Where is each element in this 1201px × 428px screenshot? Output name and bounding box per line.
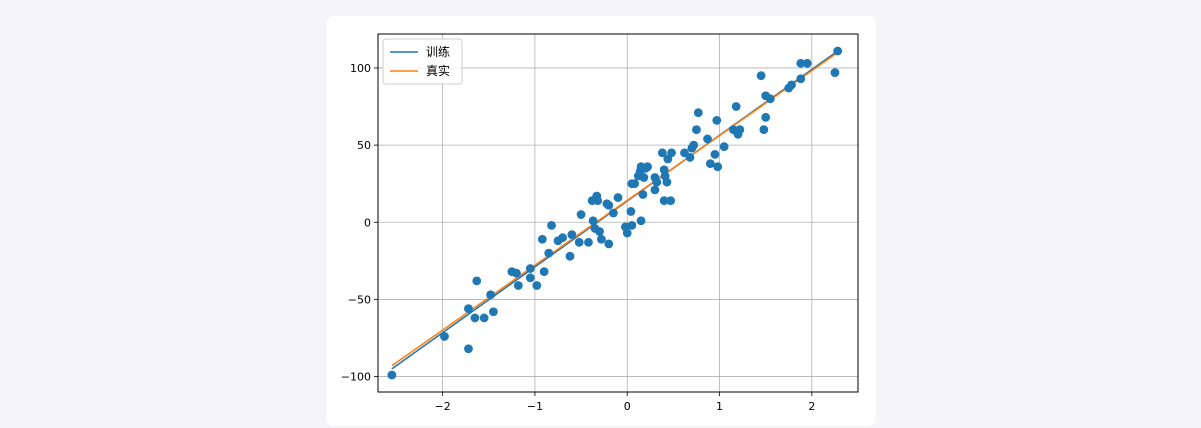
- x-tick-label: 2: [808, 400, 815, 413]
- y-tick-label: 100: [350, 62, 371, 75]
- scatter-point: [689, 140, 699, 150]
- scatter-point: [440, 332, 449, 341]
- scatter-point: [802, 58, 812, 68]
- scatter-point: [787, 80, 796, 90]
- scatter-point: [544, 248, 554, 258]
- y-tick-label: 0: [364, 216, 371, 229]
- legend-label: 训练: [426, 44, 450, 59]
- scatter-point: [796, 74, 806, 84]
- scatter-point: [692, 125, 701, 135]
- scatter-point: [537, 234, 547, 244]
- scatter-point: [488, 307, 498, 317]
- scatter-point: [479, 313, 489, 323]
- scatter-point: [486, 290, 496, 300]
- scatter-point: [659, 196, 669, 206]
- scatter-point: [472, 276, 482, 286]
- scatter-point: [513, 281, 523, 290]
- scatter-point: [638, 190, 648, 199]
- plot-frame: [377, 33, 859, 393]
- scatter-point: [713, 162, 723, 172]
- scatter-point: [539, 267, 549, 277]
- scatter-point: [604, 200, 614, 210]
- x-tick-label: 0: [624, 400, 631, 413]
- scatter-point: [703, 134, 712, 144]
- scatter-point: [608, 208, 618, 218]
- scatter-point: [512, 268, 521, 278]
- legend-box: [382, 38, 463, 85]
- scatter-point: [558, 233, 568, 243]
- scatter-point: [627, 220, 637, 230]
- scatter-point: [719, 142, 729, 152]
- scatter-point: [693, 108, 703, 118]
- scatter-point: [652, 177, 662, 187]
- scatter-point: [657, 148, 667, 158]
- scatter-point: [705, 159, 715, 169]
- scatter-point: [470, 313, 480, 323]
- scatter-point: [710, 149, 720, 159]
- scatter-point: [532, 281, 542, 290]
- scatter-point: [735, 125, 745, 135]
- scatter-point: [596, 234, 606, 244]
- scatter-points: [387, 46, 843, 380]
- scatter-point: [464, 304, 473, 314]
- scatter-point: [643, 162, 652, 172]
- scatter-point: [604, 239, 614, 249]
- scatter-point: [636, 216, 646, 226]
- scatter-point: [765, 94, 775, 104]
- scatter-point: [574, 237, 584, 247]
- scatter-point: [576, 210, 586, 219]
- scatter-point: [567, 230, 577, 240]
- scatter-point: [630, 179, 640, 189]
- scatter-point: [666, 196, 676, 206]
- scatter-point: [761, 112, 771, 122]
- scatter-point: [613, 193, 623, 202]
- scatter-point: [833, 46, 843, 56]
- scatter-point: [387, 370, 397, 380]
- scatter-point: [639, 173, 649, 182]
- scatter-point: [712, 116, 722, 125]
- y-tick-label: −50: [348, 293, 371, 306]
- scatter-point: [650, 185, 660, 195]
- x-tick-label: 1: [716, 400, 723, 413]
- grid-lines: [378, 34, 858, 392]
- scatter-point: [667, 148, 676, 158]
- scatter-point: [626, 207, 636, 216]
- y-axis-ticks: −100 −50 0 50 100: [341, 62, 378, 384]
- scatter-point: [464, 344, 473, 354]
- scatter-point: [525, 264, 535, 273]
- scatter-point: [588, 216, 598, 226]
- x-axis-ticks: −2 −1 0 1 2: [435, 392, 815, 413]
- scatter-point: [796, 58, 806, 68]
- scatter-point: [584, 237, 593, 247]
- scatter-point: [547, 220, 556, 230]
- y-tick-label: −100: [341, 371, 371, 384]
- scatter-point: [830, 68, 840, 77]
- scatter-point: [622, 228, 632, 238]
- x-tick-label: −1: [527, 400, 543, 413]
- scatter-point: [662, 177, 672, 187]
- legend-label: 真实: [426, 63, 450, 78]
- scatter-point: [593, 196, 603, 206]
- y-tick-label: 50: [357, 139, 371, 152]
- scatter-point: [731, 102, 741, 111]
- scatter-point: [595, 227, 604, 236]
- scatter-point: [685, 153, 695, 162]
- scatter-point: [565, 251, 575, 261]
- scatter-point: [525, 273, 535, 283]
- scatter-point: [756, 71, 766, 81]
- chart-card: −2 −1 0 1 2 −100 −50 0 50 100 训练真实: [326, 16, 876, 426]
- x-tick-label: −2: [435, 400, 451, 413]
- scatter-point: [759, 125, 769, 135]
